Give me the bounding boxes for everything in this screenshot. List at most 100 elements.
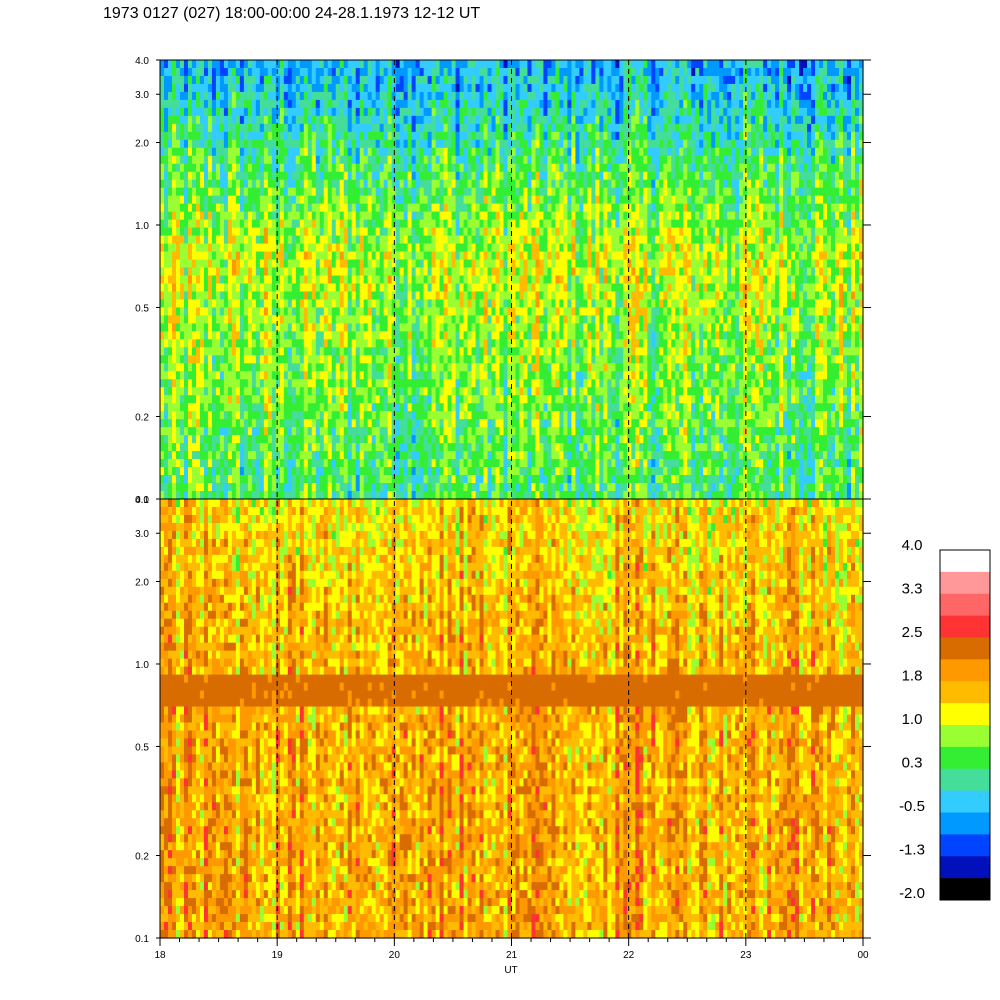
heatmap-cell (464, 212, 469, 221)
heatmap-cell (691, 164, 696, 173)
heatmap-cell (364, 268, 369, 277)
heatmap-cell (563, 60, 568, 69)
heatmap-cell (212, 212, 217, 221)
heatmap-cell (647, 68, 652, 77)
heatmap-cell (619, 108, 624, 117)
heatmap-cell (504, 164, 509, 173)
heatmap-cell (244, 172, 249, 181)
heatmap-cell (236, 100, 241, 109)
heatmap-cell (360, 228, 365, 237)
heatmap-cell (707, 124, 712, 133)
heatmap-cell (404, 268, 409, 277)
heatmap-cell (603, 132, 608, 141)
heatmap-cell (416, 156, 421, 165)
heatmap-cell (779, 156, 784, 165)
heatmap-cell (791, 108, 796, 117)
heatmap-cell (292, 228, 297, 237)
heatmap-cell (611, 236, 616, 245)
heatmap-cell (631, 140, 636, 149)
heatmap-cell (559, 100, 564, 109)
heatmap-cell (759, 276, 764, 285)
heatmap-cell (320, 84, 325, 93)
heatmap-cell (739, 172, 744, 181)
heatmap-cell (484, 116, 489, 125)
heatmap-cell (404, 196, 409, 205)
heatmap-cell (799, 268, 804, 277)
heatmap-cell (480, 204, 485, 213)
heatmap-cell (352, 132, 357, 141)
heatmap-cell (452, 68, 457, 77)
heatmap-cell (515, 252, 520, 261)
heatmap-cell (332, 283, 337, 292)
heatmap-cell (679, 212, 684, 221)
heatmap-cell (500, 68, 505, 77)
heatmap-cell (196, 260, 201, 269)
heatmap-cell (663, 132, 668, 141)
heatmap-cell (348, 276, 353, 285)
heatmap-cell (587, 220, 592, 229)
heatmap-cell (623, 164, 628, 173)
heatmap-cell (184, 220, 189, 229)
heatmap-cell (352, 84, 357, 93)
heatmap-cell (847, 204, 852, 213)
heatmap-cell (827, 236, 832, 245)
heatmap-cell (791, 116, 796, 125)
heatmap-cell (775, 124, 780, 133)
heatmap-cell (224, 124, 229, 133)
heatmap-cell (675, 116, 680, 125)
heatmap-cell (268, 196, 273, 205)
heatmap-cell (531, 156, 536, 165)
heatmap-cell (695, 236, 700, 245)
heatmap-cell (783, 276, 788, 285)
heatmap-cell (276, 132, 281, 141)
heatmap-cell (256, 283, 261, 292)
heatmap-cell (200, 140, 205, 149)
heatmap-cell (711, 124, 716, 133)
heatmap-cell (591, 172, 596, 181)
heatmap-cell (555, 60, 560, 69)
heatmap-cell (456, 236, 461, 245)
heatmap-cell (519, 172, 524, 181)
heatmap-cell (779, 172, 784, 181)
heatmap-cell (683, 204, 688, 213)
heatmap-cell (308, 76, 313, 85)
heatmap-cell (192, 220, 197, 229)
heatmap-cell (715, 116, 720, 125)
heatmap-cell (468, 100, 473, 109)
heatmap-cell (815, 140, 820, 149)
heatmap-cell (595, 244, 600, 253)
heatmap-cell (639, 148, 644, 157)
heatmap-cell (264, 92, 269, 101)
heatmap-cell (759, 236, 764, 245)
heatmap-cell (679, 124, 684, 133)
heatmap-cell (667, 60, 672, 69)
heatmap-cell (547, 244, 552, 253)
heatmap-cell (464, 180, 469, 189)
heatmap-cell (300, 283, 305, 292)
heatmap-cell (775, 180, 780, 189)
heatmap-cell (795, 68, 800, 77)
heatmap-cell (416, 76, 421, 85)
heatmap-cell (224, 180, 229, 189)
heatmap-cell (160, 84, 165, 93)
heatmap-cell (751, 252, 756, 261)
heatmap-cell (172, 116, 177, 125)
heatmap-cell (723, 188, 728, 197)
heatmap-cell (216, 76, 221, 85)
heatmap-cell (839, 92, 844, 101)
heatmap-cell (815, 268, 820, 277)
heatmap-cell (412, 196, 417, 205)
heatmap-cell (280, 148, 285, 157)
heatmap-cell (687, 132, 692, 141)
heatmap-cell (248, 196, 253, 205)
heatmap-cell (775, 228, 780, 237)
heatmap-cell (288, 220, 293, 229)
heatmap-cell (296, 108, 301, 117)
heatmap-cell (599, 164, 604, 173)
heatmap-cell (436, 188, 441, 197)
heatmap-cell (835, 180, 840, 189)
heatmap-cell (168, 283, 173, 292)
heatmap-cell (248, 212, 253, 221)
heatmap-cell (308, 228, 313, 237)
heatmap-cell (220, 108, 225, 117)
